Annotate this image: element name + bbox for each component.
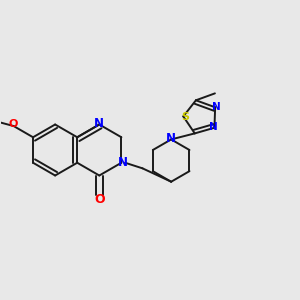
Text: N: N xyxy=(209,122,218,132)
Text: N: N xyxy=(94,117,104,130)
Text: N: N xyxy=(118,156,128,169)
Text: N: N xyxy=(212,102,221,112)
Text: O: O xyxy=(94,193,105,206)
Text: N: N xyxy=(166,132,176,145)
Text: O: O xyxy=(8,119,18,130)
Text: S: S xyxy=(181,112,189,122)
